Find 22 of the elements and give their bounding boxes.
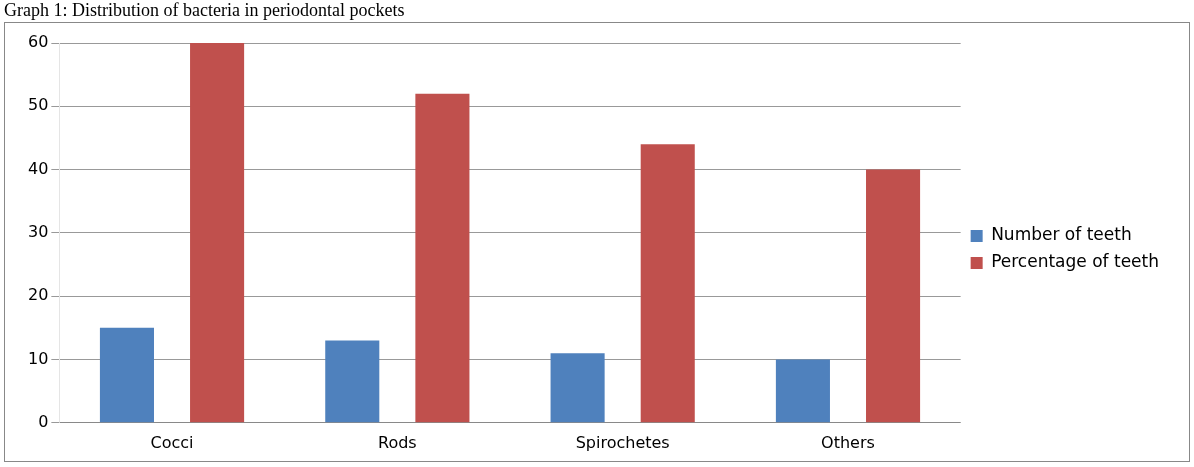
legend-label: Percentage of teeth bbox=[991, 251, 1160, 272]
x-tick-label: Cocci bbox=[150, 432, 194, 452]
bar bbox=[775, 359, 830, 423]
y-tick-label: 50 bbox=[28, 95, 49, 115]
bar bbox=[415, 93, 470, 423]
y-tick-label: 0 bbox=[38, 411, 49, 431]
bar bbox=[325, 340, 380, 423]
y-tick-label: 20 bbox=[28, 285, 49, 305]
x-tick-label: Spirochetes bbox=[575, 432, 670, 452]
bar bbox=[550, 353, 605, 423]
legend-label: Number of teeth bbox=[991, 224, 1132, 245]
y-tick-label: 40 bbox=[28, 158, 49, 178]
y-tick-label: 10 bbox=[28, 348, 49, 368]
x-tick-label: Others bbox=[821, 432, 875, 452]
bar bbox=[99, 327, 154, 423]
y-tick-label: 60 bbox=[28, 32, 49, 52]
bar bbox=[190, 43, 245, 423]
y-tick-label: 30 bbox=[28, 222, 49, 242]
chart-title: Graph 1: Distribution of bacteria in periodontal pockets bbox=[3, 0, 406, 22]
bar bbox=[640, 144, 695, 423]
x-tick-label: Rods bbox=[378, 432, 417, 452]
bar bbox=[866, 169, 921, 423]
